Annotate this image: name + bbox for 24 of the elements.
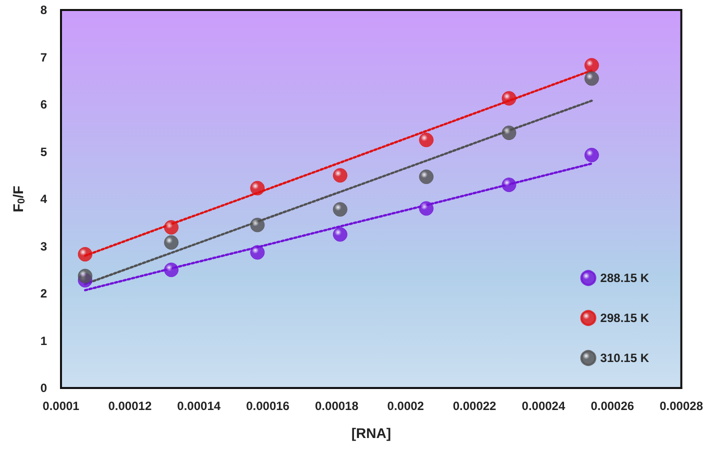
legend-label: 310.15 K [600, 351, 650, 365]
x-tick-label: 0.00028 [660, 399, 704, 413]
y-tick-label: 2 [40, 286, 48, 300]
y-tick-label: 8 [40, 3, 48, 17]
x-tick-label: 0.00026 [590, 399, 634, 413]
y-tick-label: 1 [40, 334, 48, 348]
y-tick-label: 5 [40, 144, 48, 159]
y-tick-label: 7 [40, 50, 48, 64]
x-tick-label: 0.00024 [522, 399, 566, 413]
x-tick-label: 0.00016 [246, 399, 290, 413]
x-axis-title: [RNA] [351, 425, 391, 441]
y-tick-label: 4 [40, 192, 48, 206]
x-tick-label: 0.0002 [387, 399, 424, 413]
x-tick-label: 0.00014 [177, 399, 221, 413]
y-tick-label: 6 [40, 98, 48, 112]
y-axis-title: F0/F [10, 185, 28, 212]
x-tick-label: 0.00022 [452, 399, 497, 413]
x-tick-label: 0.00012 [108, 399, 152, 413]
x-tick-label: 0.00018 [315, 399, 359, 413]
legend-label: 288.15 K [600, 271, 650, 285]
x-tick-label: 0.0001 [42, 399, 80, 413]
legend-label: 298.15 K [600, 311, 650, 325]
y-tick-label: 0 [40, 381, 48, 395]
y-tick-label: 3 [40, 239, 48, 254]
